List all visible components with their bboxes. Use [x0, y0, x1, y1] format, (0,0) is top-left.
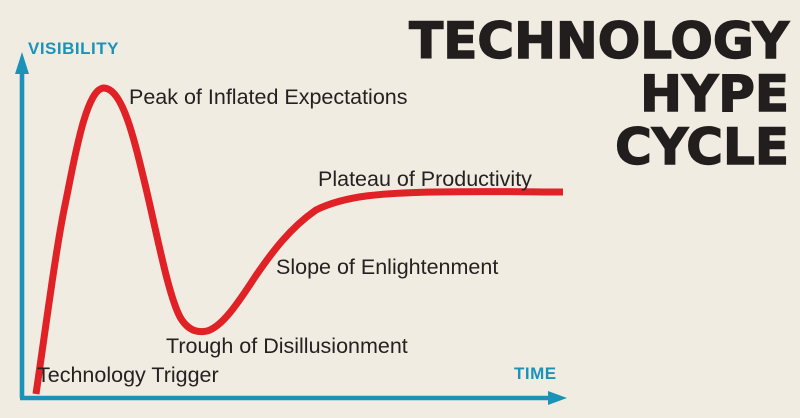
page-title: TECHNOLOGY HYPE CYCLE: [408, 12, 789, 176]
y-axis-label: VISIBILITY: [28, 39, 119, 58]
phase-label-slope-of-enlightenment: Slope of Enlightenment: [276, 255, 499, 279]
y-axis-arrowhead-icon: [15, 52, 29, 74]
phase-label-technology-trigger: Technology Trigger: [37, 363, 219, 387]
phase-label-trough-of-disillusionment: Trough of Disillusionment: [166, 334, 408, 358]
hype-cycle-curve: [32, 84, 564, 395]
x-axis-label: TIME: [514, 364, 557, 383]
phase-label-plateau-of-productivity: Plateau of Productivity: [318, 167, 532, 191]
x-axis-arrowhead-icon: [548, 391, 567, 405]
page-title-line-3: CYCLE: [614, 118, 789, 176]
page-title-line-2: HYPE: [639, 65, 789, 123]
page-title-line-1: TECHNOLOGY: [408, 12, 789, 70]
phase-label-peak-of-inflated-expectations: Peak of Inflated Expectations: [129, 85, 408, 109]
